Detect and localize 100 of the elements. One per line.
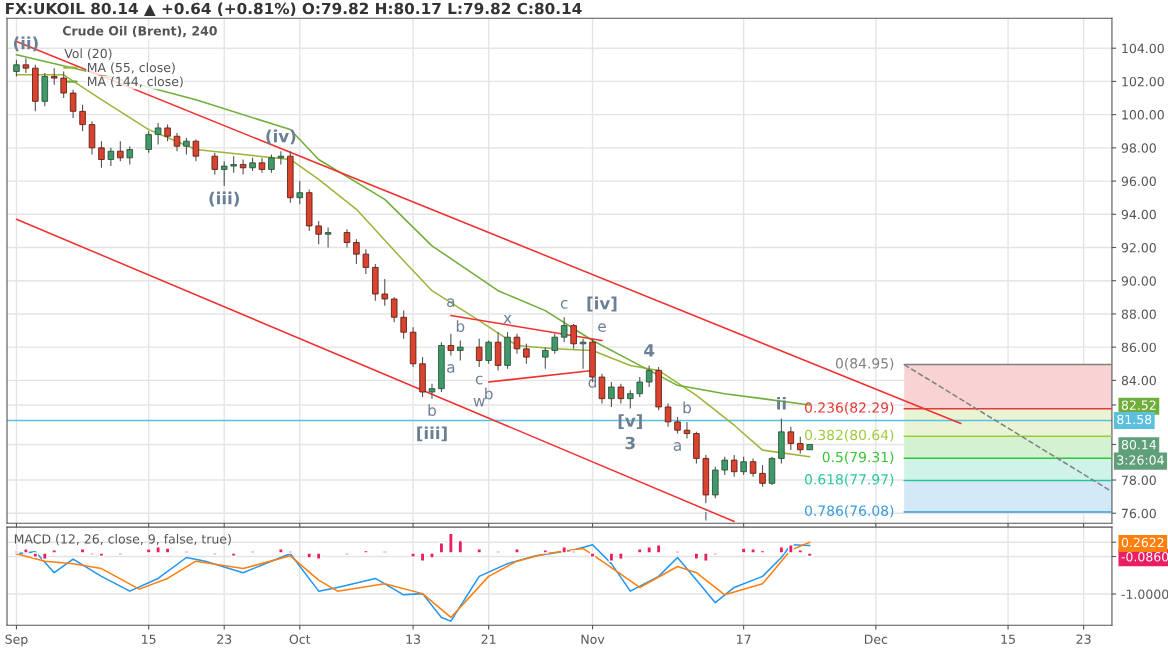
bar xyxy=(561,546,568,554)
annotation: (iii) xyxy=(209,191,239,207)
candlestick xyxy=(353,238,360,265)
bar xyxy=(740,547,747,554)
candlestick xyxy=(730,454,738,478)
bar xyxy=(363,549,369,554)
candlestick xyxy=(117,140,124,162)
candlestick xyxy=(617,383,625,405)
bar xyxy=(183,550,190,554)
candlestick xyxy=(513,333,521,355)
y-tick-label: 84.00 xyxy=(1121,375,1156,386)
candlestick xyxy=(107,147,115,167)
candlestick xyxy=(627,389,634,410)
candlestick xyxy=(457,339,464,361)
bar xyxy=(693,552,700,560)
annotation: 3 xyxy=(625,436,635,450)
legend-title: Vol (20) xyxy=(64,48,112,60)
annotation: w xyxy=(473,398,485,407)
annotation: b xyxy=(683,401,691,414)
candlestick xyxy=(494,331,502,371)
y-tick-label: 92.00 xyxy=(1121,242,1156,253)
y-tick-label: 98.00 xyxy=(1121,143,1156,153)
bar xyxy=(410,552,416,558)
bar xyxy=(476,548,483,554)
x-tick-label: 23 xyxy=(217,634,232,644)
bar xyxy=(117,552,124,556)
candlestick xyxy=(645,364,653,388)
candlestick xyxy=(343,228,351,249)
annotation: c xyxy=(475,375,483,385)
bar xyxy=(646,546,653,554)
bar xyxy=(778,546,785,554)
bar xyxy=(514,548,520,554)
candlestick xyxy=(683,421,691,440)
y-tick-label: 86.00 xyxy=(1121,342,1156,353)
candlestick xyxy=(608,381,615,408)
candlestick xyxy=(324,227,332,249)
bar xyxy=(457,539,464,554)
y-tick-label: 90.00 xyxy=(1121,276,1156,286)
annotation: b xyxy=(456,320,465,332)
bar xyxy=(429,552,435,559)
y-tick-label: 0.2622 xyxy=(1121,537,1164,548)
x-tick-label: 15 xyxy=(142,634,156,644)
candlestick xyxy=(211,152,219,175)
x-tick-label: 17 xyxy=(737,634,751,644)
x-tick-label: Oct xyxy=(289,634,311,644)
legend-label: MA (55, close) xyxy=(87,62,175,74)
bar xyxy=(712,552,719,556)
x-tick-label: 15 xyxy=(1001,634,1015,644)
bar xyxy=(155,546,161,554)
bar xyxy=(51,549,58,554)
annotation: c xyxy=(560,299,568,309)
candlestick xyxy=(475,338,483,368)
candlestick xyxy=(69,89,77,119)
x-tick-label: Sep xyxy=(5,634,28,647)
bar xyxy=(13,550,20,554)
y-tick-label: 82.52 xyxy=(1121,400,1156,410)
bar xyxy=(249,550,256,554)
annotation: [iii] xyxy=(417,426,447,442)
candlestick xyxy=(315,220,322,245)
candlestick xyxy=(485,339,492,365)
annotation: e xyxy=(598,323,606,332)
bar xyxy=(636,548,643,554)
candlestick xyxy=(192,138,200,162)
bar xyxy=(759,549,766,554)
bar xyxy=(448,532,454,554)
candlestick xyxy=(22,57,30,74)
bar xyxy=(703,552,709,562)
bar xyxy=(750,548,756,554)
x-tick-label: Nov xyxy=(581,634,605,644)
annotation: 0.618(77.97) xyxy=(805,473,894,487)
bar xyxy=(618,552,624,560)
annotation: 0(84.95) xyxy=(835,357,894,371)
candlestick xyxy=(60,70,67,99)
x-tick-label: 21 xyxy=(481,634,496,644)
y-tick-label: -1.0000 xyxy=(1121,589,1168,599)
candlestick xyxy=(523,343,530,365)
bar xyxy=(797,549,804,554)
bar xyxy=(287,550,294,554)
candlestick xyxy=(570,323,577,350)
y-tick-label: 94.00 xyxy=(1121,209,1156,220)
text: 3:26:04 xyxy=(1117,455,1164,465)
x-tick-label: Dec xyxy=(864,634,888,644)
candlestick xyxy=(220,160,228,187)
bar xyxy=(32,552,39,558)
y-tick-label: 76.00 xyxy=(1121,508,1156,519)
y-tick-label: 102.00 xyxy=(1122,76,1164,87)
bar xyxy=(164,547,171,554)
chart-title: FX:UKOIL 80.14 ▲ +0.64 (+0.81%) O:79.82 H:80.17 L:79.82 C:80.14 xyxy=(6,2,582,17)
y-tick-label: 100.00 xyxy=(1122,110,1164,120)
bar xyxy=(655,544,662,554)
annotation: a xyxy=(447,364,455,373)
annotation: 0.382(80.64) xyxy=(805,429,894,442)
ref-line-label: 81.58 xyxy=(1117,414,1152,425)
annotation: x xyxy=(503,315,512,324)
candlestick xyxy=(239,158,247,175)
bar xyxy=(806,552,813,558)
y-tick-label: 88.00 xyxy=(1121,309,1156,319)
y-tick-label: 104.00 xyxy=(1122,43,1164,54)
candlestick xyxy=(428,383,436,400)
candlestick xyxy=(759,464,766,488)
